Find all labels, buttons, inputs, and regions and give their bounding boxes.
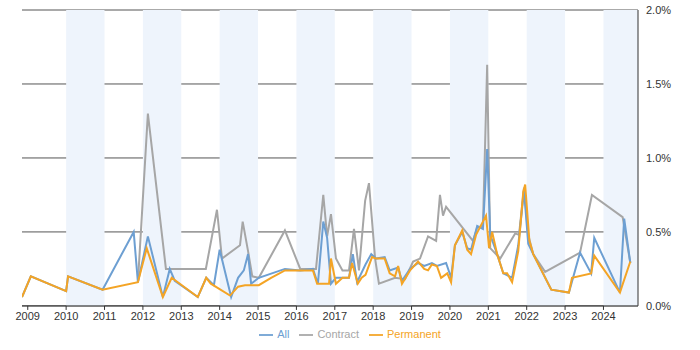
- svg-text:2019: 2019: [399, 310, 423, 322]
- svg-text:2017: 2017: [323, 310, 347, 322]
- svg-text:2020: 2020: [438, 310, 462, 322]
- svg-text:2015: 2015: [246, 310, 270, 322]
- svg-text:2013: 2013: [169, 310, 193, 322]
- svg-text:2012: 2012: [131, 310, 155, 322]
- svg-text:2014: 2014: [207, 310, 231, 322]
- svg-text:2009: 2009: [16, 310, 40, 322]
- svg-text:2.0%: 2.0%: [646, 4, 671, 16]
- svg-text:2018: 2018: [361, 310, 385, 322]
- svg-text:1.5%: 1.5%: [646, 78, 671, 90]
- svg-text:1.0%: 1.0%: [646, 152, 671, 164]
- svg-text:2022: 2022: [514, 310, 538, 322]
- svg-text:2011: 2011: [93, 310, 117, 322]
- svg-text:2024: 2024: [591, 310, 615, 322]
- svg-text:0.0%: 0.0%: [646, 300, 671, 312]
- html-text:All: All: [277, 327, 290, 340]
- svg-text:2023: 2023: [553, 310, 577, 322]
- svg-text:0.5%: 0.5%: [646, 226, 671, 238]
- svg-text:2016: 2016: [284, 310, 308, 322]
- html-text:Permanent: Permanent: [387, 327, 441, 340]
- svg-text:2021: 2021: [476, 310, 500, 322]
- html-text:Contract: Contract: [317, 327, 359, 340]
- svg-text:2010: 2010: [54, 310, 78, 322]
